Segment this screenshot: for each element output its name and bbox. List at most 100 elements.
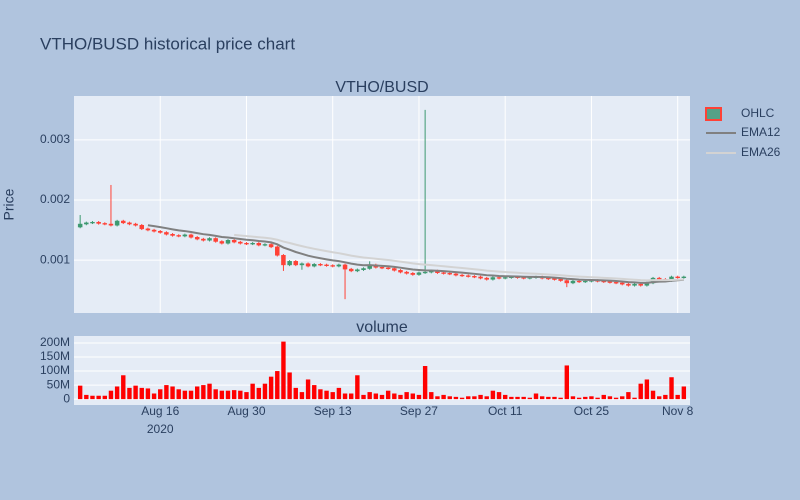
volume-bar: [466, 396, 471, 400]
volume-bar: [527, 397, 533, 400]
candle-body: [77, 223, 83, 228]
candle-body: [133, 223, 138, 226]
volume-bar: [96, 395, 101, 400]
volume-bar: [342, 393, 348, 400]
volume-bar: [657, 396, 662, 400]
candle-body: [564, 280, 570, 284]
candle-body: [182, 234, 188, 237]
candle-body: [90, 221, 95, 224]
candle-body: [638, 283, 643, 286]
y-tick-label: 0.001: [40, 252, 70, 266]
candle-body: [336, 264, 342, 267]
y-tick-label: 0.003: [40, 132, 70, 146]
y-tick-label: 50M: [47, 377, 70, 391]
x-tick-label: Nov 8: [662, 404, 694, 418]
candle-body: [398, 270, 403, 273]
candle-body: [157, 230, 163, 233]
volume-bar: [459, 397, 465, 400]
y-tick-label: 0: [63, 391, 70, 405]
candle-body: [570, 280, 576, 284]
candle-body: [139, 224, 145, 230]
volume-bar: [164, 385, 169, 400]
candle-body: [490, 277, 496, 280]
volume-bar: [607, 396, 613, 400]
candle-body: [496, 277, 502, 279]
subplot-title: VTHO/BUSD: [335, 79, 428, 96]
volume-bar: [583, 396, 588, 400]
candle-body: [330, 265, 335, 267]
volume-bar: [367, 392, 372, 400]
candle-body: [231, 240, 237, 243]
volume-bar: [558, 397, 563, 400]
candle-body: [176, 235, 181, 237]
candle-body: [385, 267, 391, 269]
volume-bar: [275, 371, 280, 400]
volume-bar: [324, 390, 329, 400]
candle-body: [342, 264, 348, 270]
volume-bar: [262, 383, 268, 400]
candle-body: [96, 221, 101, 224]
volume-bar: [650, 390, 656, 400]
volume-bar: [318, 389, 323, 400]
y-tick-label: 150M: [40, 349, 70, 363]
volume-bar: [133, 385, 138, 400]
volume-bar: [552, 396, 557, 400]
volume-bar: [231, 390, 237, 400]
volume-bar: [515, 396, 520, 400]
candle-body: [472, 276, 477, 278]
volume-bar: [299, 392, 305, 400]
ema-line: [234, 233, 684, 282]
volume-bar: [151, 393, 157, 400]
volume-bar: [576, 397, 582, 400]
candle-body: [164, 232, 169, 235]
volume-bar: [589, 396, 594, 400]
page-title: VTHO/BUSD historical price chart: [40, 34, 295, 53]
candle-body: [114, 220, 120, 226]
candle-body: [188, 234, 194, 238]
candle-body: [626, 283, 631, 286]
volume-bar: [244, 392, 249, 400]
ema-line: [147, 224, 684, 284]
candle-body: [201, 238, 206, 241]
volume-bar: [669, 377, 674, 400]
legend-icon: [705, 107, 722, 121]
volume-bar: [336, 387, 342, 400]
candle-body: [238, 241, 243, 244]
volume-bar: [595, 397, 600, 400]
candle-body: [447, 273, 453, 275]
y-tick-label: 0.002: [40, 192, 70, 206]
x-tick-label: Sep 13: [314, 404, 352, 418]
volume-bar: [182, 390, 188, 400]
volume-bar: [238, 390, 243, 400]
volume-bar: [435, 396, 440, 400]
volume-bar: [626, 392, 631, 400]
candle-body: [219, 241, 225, 244]
candle-body: [108, 223, 114, 226]
volume-bar: [410, 393, 415, 400]
candle-body: [681, 276, 687, 278]
x-tick-label: Sep 27: [400, 404, 438, 418]
candle-body: [348, 268, 354, 272]
volume-bar: [158, 389, 163, 400]
candle-body: [250, 243, 255, 245]
volume-bar: [398, 394, 403, 400]
volume-bar: [496, 392, 502, 400]
volume-bar: [312, 385, 317, 400]
candle-body: [102, 223, 108, 225]
volume-bar: [188, 390, 194, 400]
volume-bar: [102, 395, 107, 400]
volume-bar: [225, 390, 231, 400]
candle-body: [207, 238, 212, 241]
volume-bar: [281, 341, 286, 400]
candle-body: [151, 229, 157, 232]
volume-bar: [663, 394, 668, 400]
x-tick-label: Aug 16: [141, 404, 179, 418]
volume-bar: [250, 383, 255, 400]
legend: OHLC EMA12 EMA26: [705, 106, 781, 159]
volume-bar: [453, 396, 459, 400]
volume-bar: [305, 379, 311, 400]
volume-bar: [373, 393, 379, 400]
volume-bar: [330, 392, 335, 400]
candle-body: [311, 264, 317, 267]
volume-bar: [355, 375, 360, 400]
